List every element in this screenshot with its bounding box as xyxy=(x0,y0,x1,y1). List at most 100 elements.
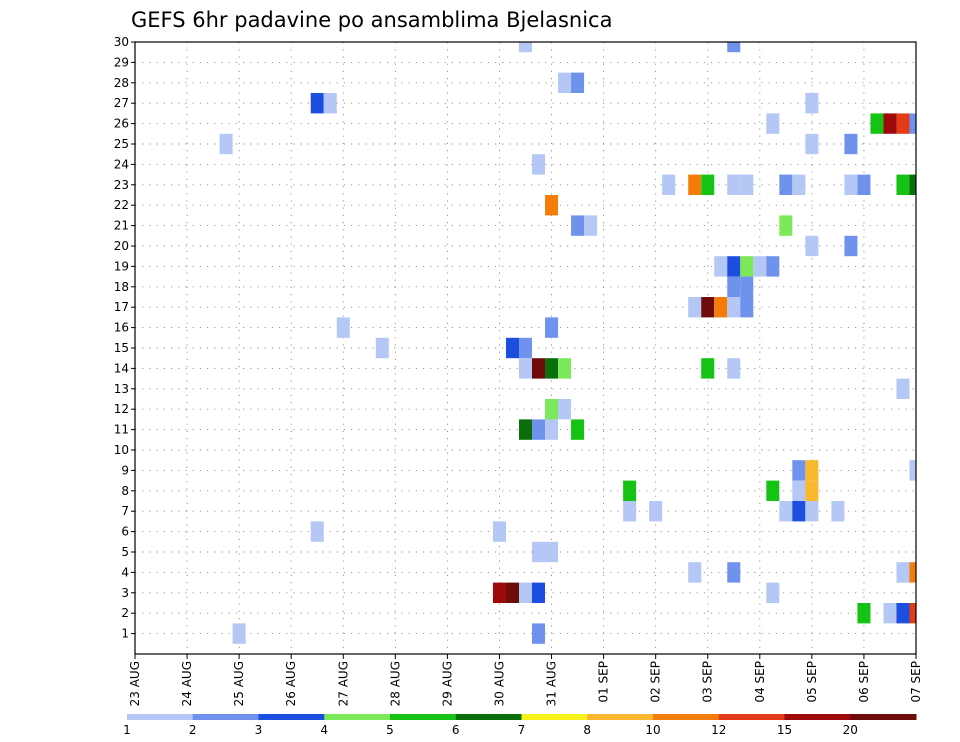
y-tick-label: 14 xyxy=(114,361,129,375)
heatmap-cell xyxy=(740,256,754,277)
y-tick-label: 11 xyxy=(114,423,129,437)
y-tick-label: 22 xyxy=(114,198,129,212)
heatmap-cell xyxy=(518,582,533,603)
colorbar-swatch xyxy=(127,714,194,720)
colorbar-legend: 1 2 3 4 5 6 7 8 10 12 15 20 xyxy=(123,714,917,737)
heatmap-cell xyxy=(779,501,793,522)
heatmap-cell xyxy=(727,256,741,277)
y-tick-label: 23 xyxy=(114,178,129,192)
colorbar-swatch xyxy=(718,714,785,720)
heatmap-cell xyxy=(909,174,916,195)
heatmap-cell xyxy=(792,174,806,195)
heatmap-cell xyxy=(727,174,741,195)
y-tick-label: 28 xyxy=(114,76,129,90)
heatmap-cell xyxy=(505,582,519,603)
colorbar-swatch xyxy=(390,714,457,720)
y-axis: 1234567891011121314151617181920212223242… xyxy=(114,35,135,641)
x-tick-label: 01 SEP xyxy=(597,661,611,703)
y-tick-label: 24 xyxy=(114,157,129,171)
heatmap-cell xyxy=(844,174,858,195)
colorbar-label: 3 xyxy=(255,723,263,737)
y-tick-label: 12 xyxy=(114,402,129,416)
colorbar-swatch xyxy=(324,714,391,720)
heatmap-cell xyxy=(792,460,806,481)
x-tick-label: 23 AUG xyxy=(128,661,142,706)
heatmap-cell xyxy=(545,317,559,338)
x-tick-label: 29 AUG xyxy=(440,661,454,706)
heatmap-cell xyxy=(727,42,741,53)
heatmap-cell xyxy=(688,174,702,195)
heatmap-cell xyxy=(870,113,884,134)
heatmap-cell xyxy=(532,623,546,644)
y-tick-label: 29 xyxy=(114,55,129,69)
heatmap-cell xyxy=(571,215,585,236)
heatmap-cell xyxy=(779,215,793,236)
heatmap-cells xyxy=(219,42,916,644)
y-tick-label: 8 xyxy=(121,484,129,498)
y-tick-label: 30 xyxy=(114,35,129,49)
heatmap-cell xyxy=(909,603,916,624)
heatmap-cell xyxy=(779,174,793,195)
heatmap-cell xyxy=(753,256,767,277)
heatmap-cell xyxy=(844,235,858,257)
colorbar-swatch xyxy=(653,714,720,720)
colorbar-swatch xyxy=(192,714,259,720)
heatmap-cell xyxy=(896,603,910,624)
heatmap-cell xyxy=(571,72,585,93)
y-tick-label: 20 xyxy=(114,239,129,253)
heatmap-cell xyxy=(714,297,728,318)
heatmap-cell xyxy=(310,93,324,114)
heatmap-cell xyxy=(649,501,663,522)
colorbar-label: 4 xyxy=(320,723,328,737)
x-tick-label: 05 SEP xyxy=(805,661,819,703)
heatmap-cell xyxy=(558,399,572,420)
heatmap-cell xyxy=(740,276,754,297)
heatmap-cell xyxy=(688,297,702,318)
heatmap-cell xyxy=(909,460,916,481)
heatmap-cell xyxy=(896,562,910,583)
heatmap-cell xyxy=(727,562,741,583)
y-tick-label: 18 xyxy=(114,280,129,294)
y-tick-label: 13 xyxy=(114,382,129,396)
heatmap-cell xyxy=(323,93,337,114)
heatmap-cell xyxy=(714,256,728,277)
colorbar-label: 8 xyxy=(583,723,591,737)
colorbar-swatch xyxy=(258,714,325,720)
x-tick-label: 24 AUG xyxy=(180,661,194,706)
x-tick-label: 27 AUG xyxy=(336,661,350,706)
x-tick-label: 25 AUG xyxy=(232,661,246,706)
heatmap-cell xyxy=(701,174,715,195)
heatmap-cell xyxy=(662,174,676,195)
heatmap-cell xyxy=(518,419,533,440)
heatmap-cell xyxy=(766,256,780,277)
heatmap-cell xyxy=(857,174,871,195)
colorbar-label: 7 xyxy=(518,723,526,737)
colorbar-label: 10 xyxy=(645,723,660,737)
heatmap-cell xyxy=(766,582,780,603)
heatmap-cell xyxy=(518,337,533,359)
colorbar-swatch xyxy=(784,714,851,720)
y-tick-label: 15 xyxy=(114,341,129,355)
y-tick-label: 2 xyxy=(121,606,129,620)
heatmap-cell xyxy=(505,337,519,359)
heatmap-cell xyxy=(545,399,559,420)
heatmap-cell xyxy=(232,623,246,644)
heatmap-cell xyxy=(532,419,546,440)
y-tick-label: 7 xyxy=(121,504,129,518)
y-tick-label: 10 xyxy=(114,443,129,457)
heatmap-cell xyxy=(518,358,533,379)
heatmap-cell xyxy=(532,358,546,379)
colorbar-label: 5 xyxy=(386,723,394,737)
x-tick-label: 07 SEP xyxy=(909,661,923,703)
heatmap-cell xyxy=(375,337,389,359)
heatmap-cell xyxy=(883,113,897,134)
heatmap-cell xyxy=(740,174,754,195)
heatmap-cell xyxy=(558,72,572,93)
heatmap-cell xyxy=(766,480,780,501)
x-tick-label: 28 AUG xyxy=(388,661,402,706)
heatmap-cell xyxy=(623,501,637,522)
x-tick-label: 26 AUG xyxy=(284,661,298,706)
y-tick-label: 1 xyxy=(121,627,129,641)
heatmap-cell xyxy=(310,521,324,542)
